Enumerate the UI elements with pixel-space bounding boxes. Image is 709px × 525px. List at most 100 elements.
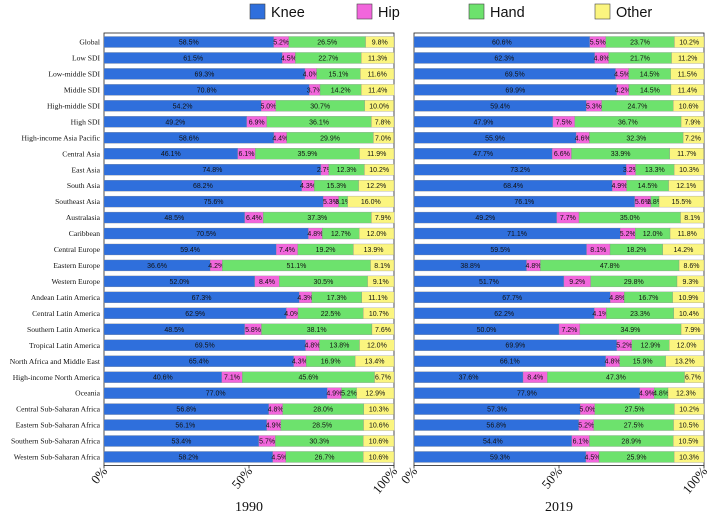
data-label-2019-southern-sub-saharan-africa-knee: 54.4% <box>483 439 503 446</box>
data-label-2019-global-knee: 60.6% <box>492 40 512 47</box>
data-label-1990-caribbean-hand: 12.7% <box>331 231 351 238</box>
data-label-2019-tropical-latin-america-knee: 69.9% <box>505 343 525 350</box>
data-label-1990-central-europe-other: 13.9% <box>364 247 384 254</box>
bar-2019-tropical-latin-america-other <box>669 339 705 351</box>
category-label-eastern-sub-saharan-africa: Eastern Sub-Saharan Africa <box>16 421 101 430</box>
data-label-1990-north-africa-and-middle-east-hand: 16.9% <box>321 359 341 366</box>
category-label-andean-latin-america: Andean Latin America <box>31 293 101 302</box>
data-label-1990-oceania-knee: 77.0% <box>206 391 226 398</box>
bar-2019-central-sub-saharan-africa-other <box>674 403 705 415</box>
bar-2019-central-asia-other <box>669 148 704 160</box>
data-label-1990-southern-latin-america-knee: 48.5% <box>164 327 184 334</box>
bar-1990-south-asia-other <box>358 179 395 192</box>
data-label-1990-central-europe-hip: 7.4% <box>279 247 295 254</box>
bar-1990-tropical-latin-america-other <box>359 339 395 351</box>
data-label-1990-high-income-north-america-hip: 7.1% <box>224 375 240 382</box>
data-label-1990-low-middle-sdi-knee: 69.3% <box>195 71 215 78</box>
data-label-1990-north-africa-and-middle-east-other: 13.4% <box>365 359 385 366</box>
data-label-1990-south-asia-knee: 68.2% <box>193 183 213 190</box>
data-label-1990-low-sdi-other: 11.3% <box>368 55 387 62</box>
data-label-2019-australasia-knee: 49.2% <box>475 215 495 222</box>
category-label-global: Global <box>79 38 100 47</box>
data-label-1990-southeast-asia-hand: 3.1% <box>335 199 351 206</box>
data-label-2019-eastern-europe-hand: 47.8% <box>600 263 620 270</box>
data-label-1990-caribbean-hip: 4.8% <box>307 231 323 238</box>
data-label-1990-middle-sdi-hand: 14.2% <box>331 87 351 94</box>
data-label-1990-andean-latin-america-hip: 4.3% <box>297 295 313 302</box>
data-label-1990-andean-latin-america-knee: 67.3% <box>192 295 212 302</box>
data-label-1990-oceania-hand: 5.2% <box>341 391 357 398</box>
category-label-southern-latin-america: Southern Latin America <box>27 325 101 334</box>
legend-label-hip: Hip <box>378 5 400 21</box>
data-label-1990-low-middle-sdi-hand: 15.1% <box>329 71 349 78</box>
data-label-2019-middle-sdi-hip: 4.2% <box>615 87 631 94</box>
bar-2019-high-income-asia-pacific-other <box>682 132 705 144</box>
data-label-2019-southern-latin-america-knee: 50.0% <box>477 327 497 334</box>
data-label-1990-high-middle-sdi-other: 10.0% <box>369 103 389 110</box>
data-label-2019-eastern-europe-other: 8.6% <box>684 263 700 270</box>
data-label-2019-southeast-asia-hand: 2.8% <box>647 199 663 206</box>
data-label-2019-high-middle-sdi-knee: 59.4% <box>490 103 510 110</box>
data-label-2019-central-asia-knee: 47.7% <box>473 151 493 158</box>
data-label-1990-low-middle-sdi-hip: 4.0% <box>303 71 319 78</box>
data-label-2019-tropical-latin-america-hand: 12.9% <box>641 343 661 350</box>
data-label-2019-eastern-sub-saharan-africa-knee: 56.8% <box>486 423 506 430</box>
data-label-1990-southeast-asia-knee: 75.6% <box>204 199 224 206</box>
data-label-2019-eastern-sub-saharan-africa-hand: 27.5% <box>624 423 644 430</box>
data-label-2019-central-asia-other: 11.7% <box>677 151 696 158</box>
legend-label-knee: Knee <box>271 5 305 21</box>
data-label-2019-andean-latin-america-hand: 16.7% <box>639 295 659 302</box>
x-tick-label-2019-50: 50% <box>538 464 565 492</box>
bar-1990-eastern-sub-saharan-africa-other <box>363 419 395 431</box>
data-label-2019-western-sub-saharan-africa-knee: 59.3% <box>490 454 510 461</box>
data-label-1990-high-income-asia-pacific-other: 7.0% <box>375 135 391 142</box>
bar-2019-central-latin-america-other <box>673 307 705 319</box>
data-label-1990-caribbean-other: 12.0% <box>367 231 387 238</box>
data-label-2019-central-latin-america-hand: 23.3% <box>630 311 650 318</box>
bar-1990-southeast-asia-other <box>347 195 395 208</box>
category-label-high-middle-sdi: High-middle SDI <box>47 101 100 110</box>
category-label-high-sdi: High SDI <box>71 117 101 126</box>
data-label-2019-caribbean-hip: 5.2% <box>620 231 636 238</box>
category-label-middle-sdi: Middle SDI <box>64 85 101 94</box>
bar-2019-central-europe-other <box>662 243 705 256</box>
data-label-2019-southeast-asia-knee: 76.1% <box>514 199 534 206</box>
panel-title-1990: 1990 <box>235 500 263 515</box>
data-label-1990-tropical-latin-america-other: 12.0% <box>367 343 387 350</box>
bar-2019-global-other <box>674 36 705 48</box>
data-label-2019-high-income-north-america-hip: 8.4% <box>527 375 543 382</box>
data-label-1990-south-asia-hip: 4.3% <box>300 183 316 190</box>
data-label-2019-tropical-latin-america-hip: 5.2% <box>616 343 632 350</box>
data-label-1990-central-sub-saharan-africa-knee: 56.8% <box>176 407 196 414</box>
data-label-2019-central-latin-america-other: 10.4% <box>679 311 699 318</box>
data-label-1990-high-sdi-knee: 49.2% <box>165 119 185 126</box>
data-label-2019-central-sub-saharan-africa-other: 10.2% <box>679 407 699 414</box>
bar-1990-north-africa-and-middle-east-other <box>354 355 395 367</box>
data-label-2019-southeast-asia-other: 15.5% <box>672 199 692 206</box>
data-label-1990-southern-sub-saharan-africa-hand: 30.3% <box>309 439 329 446</box>
data-label-2019-low-sdi-other: 11.2% <box>678 55 697 62</box>
data-label-1990-southern-sub-saharan-africa-knee: 53.4% <box>172 439 192 446</box>
data-label-1990-high-income-asia-pacific-hand: 29.9% <box>320 135 340 142</box>
bar-2019-western-sub-saharan-africa-other <box>673 451 705 463</box>
data-label-1990-global-hip: 5.2% <box>273 40 289 47</box>
category-label-western-sub-saharan-africa: Western Sub-Saharan Africa <box>14 453 101 462</box>
data-label-1990-high-middle-sdi-knee: 54.2% <box>173 103 193 110</box>
bar-1990-east-asia-other <box>364 164 395 176</box>
bar-2019-high-income-north-america-other <box>684 371 705 383</box>
category-label-central-sub-saharan-africa: Central Sub-Saharan Africa <box>16 405 101 414</box>
data-label-2019-oceania-knee: 77.9% <box>517 391 537 398</box>
data-label-1990-high-income-north-america-knee: 40.6% <box>153 375 173 382</box>
data-label-2019-oceania-hand: 4.8% <box>653 391 669 398</box>
bar-1990-low-sdi-other <box>361 52 395 64</box>
data-label-1990-western-sub-saharan-africa-hand: 26.7% <box>315 454 335 461</box>
data-label-2019-australasia-hip: 7.7% <box>560 215 576 222</box>
data-label-1990-southern-latin-america-other: 7.6% <box>375 327 391 334</box>
bar-2019-north-africa-and-middle-east-other <box>665 355 705 367</box>
data-label-1990-tropical-latin-america-knee: 69.5% <box>195 343 215 350</box>
data-label-1990-east-asia-hand: 12.3% <box>337 167 357 174</box>
data-label-2019-oceania-other: 12.3% <box>676 391 696 398</box>
data-label-1990-southern-sub-saharan-africa-other: 10.6% <box>369 439 389 446</box>
data-label-2019-southeast-asia-hip: 5.6% <box>635 199 651 206</box>
bar-2019-high-middle-sdi-other <box>673 100 705 112</box>
